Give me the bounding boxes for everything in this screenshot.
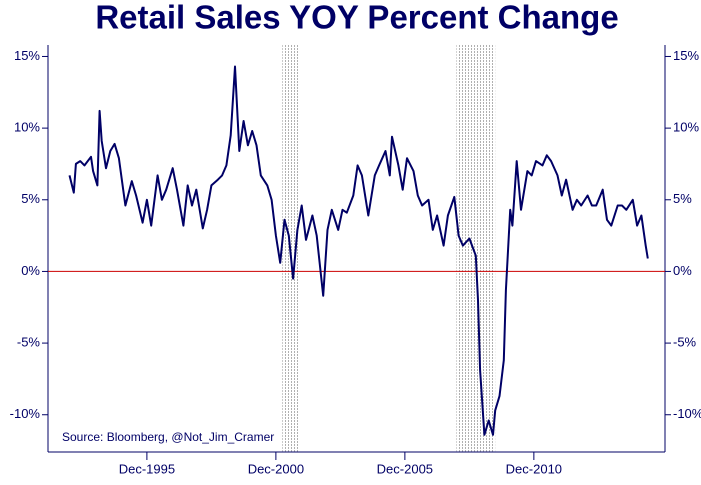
y-tick-label-right: 5% — [673, 191, 692, 206]
y-tick-label-left: 15% — [14, 48, 40, 63]
y-tick-label-left: -10% — [10, 406, 41, 421]
x-tick-label: Dec-2010 — [506, 461, 562, 476]
shaded-period — [456, 45, 496, 452]
y-tick-label-right: 0% — [673, 263, 692, 278]
y-tick-label-left: 0% — [21, 263, 40, 278]
y-tick-label-left: 5% — [21, 191, 40, 206]
y-tick-label-right: -5% — [673, 335, 697, 350]
y-tick-label-right: 15% — [673, 48, 699, 63]
x-tick-label: Dec-1995 — [119, 461, 175, 476]
data-line — [68, 65, 649, 436]
x-tick-label: Dec-2005 — [377, 461, 433, 476]
y-tick-label-right: 10% — [673, 120, 699, 135]
y-tick-label-left: -5% — [17, 335, 41, 350]
chart-title: Retail Sales YOY Percent Change — [95, 0, 618, 36]
y-tick-label-right: -10% — [673, 406, 701, 421]
x-tick-label: Dec-2000 — [248, 461, 304, 476]
source-annotation: Source: Bloomberg, @Not_Jim_Cramer — [62, 430, 274, 444]
y-tick-label-left: 10% — [14, 120, 40, 135]
